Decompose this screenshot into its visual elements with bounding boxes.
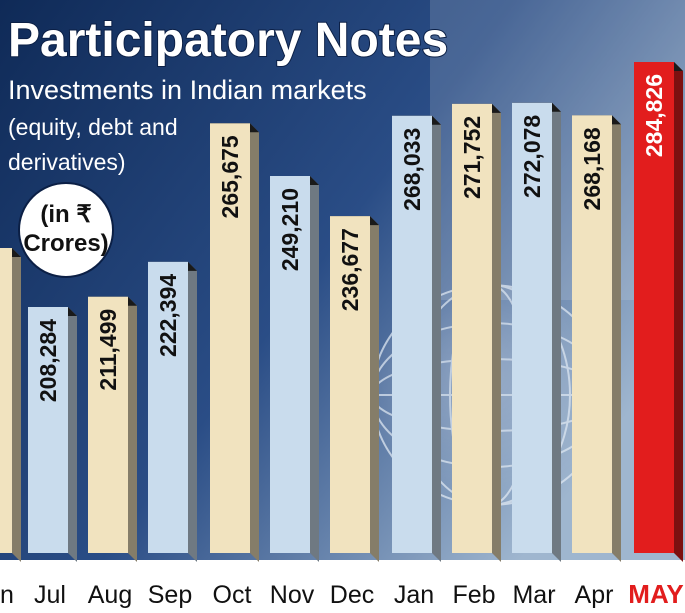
bar-side <box>552 102 561 562</box>
category-label-sep: Sep <box>148 581 192 609</box>
bar-front <box>512 102 552 553</box>
bar-jan: 268,033 <box>392 115 441 563</box>
value-label-dec: 236,677 <box>337 228 363 311</box>
bar-mar: 272,078 <box>512 102 561 562</box>
category-label-may: MAY <box>628 579 683 609</box>
bar-front <box>28 307 68 553</box>
bar-front <box>634 62 674 553</box>
bar-front <box>330 216 370 553</box>
bar-side <box>370 216 379 562</box>
bar-side <box>310 176 319 563</box>
category-label-jun: n <box>0 581 14 609</box>
value-label-jul: 208,284 <box>35 319 61 402</box>
value-label-oct: 265,675 <box>217 135 243 218</box>
bar-jun <box>0 248 21 562</box>
chart-title: Participatory Notes <box>8 14 448 67</box>
bar-front <box>572 115 612 553</box>
value-label-may: 284,826 <box>641 74 667 157</box>
value-label-apr: 268,168 <box>579 127 605 210</box>
value-label-nov: 249,210 <box>277 188 303 271</box>
category-label-dec: Dec <box>330 581 374 609</box>
bar-feb: 271,752 <box>452 103 501 562</box>
category-label-feb: Feb <box>452 581 495 609</box>
category-strip <box>0 560 685 613</box>
bar-side <box>674 62 683 562</box>
bar-side <box>12 248 21 562</box>
category-label-oct: Oct <box>213 581 252 609</box>
bar-side <box>250 123 259 562</box>
bar-may: 284,826 <box>634 62 683 562</box>
value-label-sep: 222,394 <box>155 274 181 357</box>
bar-front <box>452 103 492 553</box>
chart-note-line-2: derivatives) <box>8 149 126 175</box>
category-labels: n Jul Aug Sep Oct Nov Dec Jan Feb Mar Apr MAY <box>0 579 684 609</box>
bar-front <box>148 261 188 553</box>
unit-badge <box>18 182 114 278</box>
bar-jul: 208,284 <box>28 307 77 562</box>
value-label-feb: 271,752 <box>459 116 485 199</box>
bar-sep: 222,394 <box>148 261 197 562</box>
category-label-jul: Jul <box>34 581 66 609</box>
category-label-mar: Mar <box>512 581 555 609</box>
bar-side <box>612 115 621 562</box>
bar-side <box>432 115 441 563</box>
bar-nov: 249,210 <box>270 176 319 563</box>
bar-oct: 265,675 <box>210 123 259 562</box>
value-label-aug: 211,499 <box>95 309 121 391</box>
unit-label-line-2: Crores) <box>23 230 108 257</box>
chart-subtitle: Investments in Indian markets <box>8 75 367 105</box>
bar-dec: 236,677 <box>330 216 379 562</box>
category-label-aug: Aug <box>88 581 132 609</box>
value-label-mar: 272,078 <box>519 115 545 198</box>
value-label-jan: 268,033 <box>399 128 425 211</box>
bar-front <box>210 123 250 553</box>
bar-front <box>270 176 310 554</box>
unit-label-line-1: (in ₹ <box>40 201 91 228</box>
category-label-nov: Nov <box>270 581 315 609</box>
category-label-jan: Jan <box>394 581 434 609</box>
bar-side <box>128 296 137 562</box>
bar-side <box>188 261 197 562</box>
bar-front <box>392 115 432 554</box>
chart-note-line-1: (equity, debt and <box>8 114 178 140</box>
bar-side <box>492 103 501 562</box>
category-label-apr: Apr <box>575 581 614 609</box>
bar-front <box>88 296 128 553</box>
bar-apr: 268,168 <box>572 115 621 562</box>
bars-group: 208,284 211,499 222,394 265,675 249,210 236,6… <box>0 62 683 563</box>
bar-aug: 211,499 <box>88 296 137 562</box>
bar-side <box>68 307 77 562</box>
bar-front <box>0 248 12 553</box>
